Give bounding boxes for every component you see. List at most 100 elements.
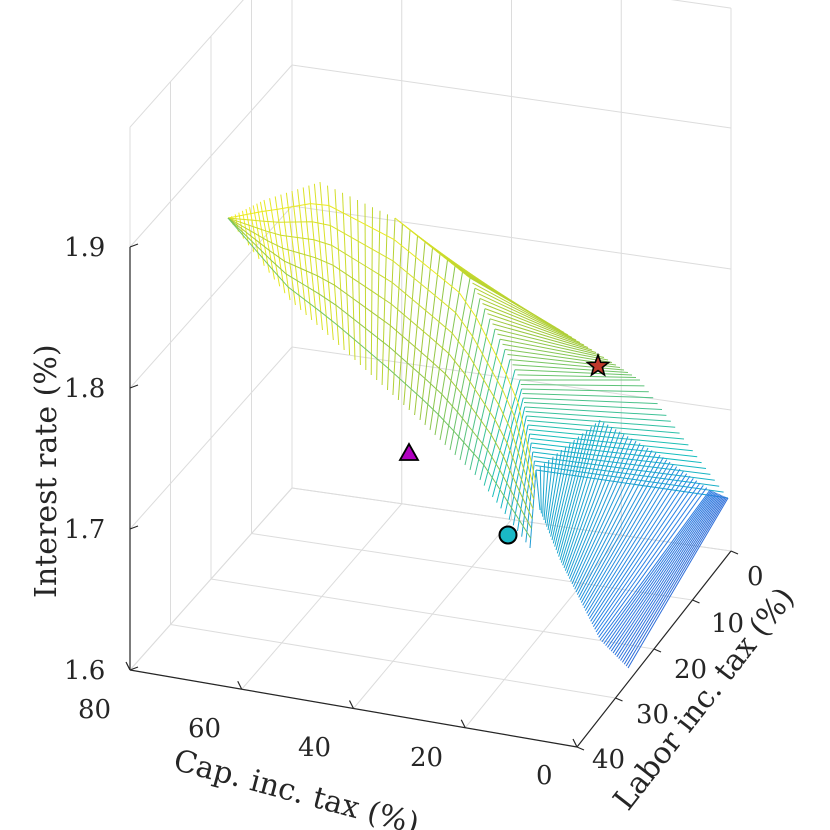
- mesh-line: [497, 333, 605, 358]
- mesh-line: [556, 426, 592, 554]
- x-tick-label: 60: [188, 714, 221, 744]
- mesh-line: [439, 277, 471, 441]
- mesh-line: [601, 490, 712, 643]
- mesh-line: [487, 379, 521, 492]
- mesh-line: [487, 313, 589, 348]
- mesh-line: [319, 181, 334, 341]
- mesh-line: [607, 491, 716, 648]
- mesh-line: [227, 217, 532, 539]
- mesh-line: [605, 491, 715, 646]
- grid-layer: [129, 0, 732, 748]
- mesh-line: [563, 426, 613, 569]
- mesh-line: [594, 480, 698, 630]
- mesh-line: [566, 431, 621, 574]
- mesh-line: [227, 217, 534, 510]
- grid-line: [129, 0, 244, 128]
- mesh-line: [603, 490, 713, 645]
- mesh-line: [608, 492, 717, 650]
- mesh-line: [494, 328, 601, 356]
- mesh-line: [444, 288, 476, 446]
- mesh-line: [590, 473, 688, 622]
- mesh-line: [474, 287, 569, 336]
- x-tick: [125, 661, 131, 671]
- mesh-line: [227, 217, 533, 519]
- y-tick-label: 30: [636, 700, 669, 730]
- mesh-line: [523, 397, 658, 405]
- mesh-line: [625, 497, 728, 667]
- mesh-line: [579, 454, 661, 601]
- y-tick: [730, 550, 739, 555]
- mesh-line: [586, 466, 678, 614]
- mesh-line: [546, 453, 558, 527]
- z-tick-label: 1.8: [64, 374, 105, 404]
- y-tick-labels: 0 10 20 30 40: [592, 562, 764, 775]
- mesh-line: [582, 459, 668, 606]
- mesh-line: [558, 423, 597, 557]
- mesh-line: [627, 497, 729, 669]
- mesh-line: [571, 440, 637, 585]
- mesh-line: [591, 475, 691, 625]
- triangle-marker: [398, 442, 420, 461]
- mesh-line: [567, 433, 625, 577]
- mesh-line: [547, 449, 563, 531]
- mesh-line: [477, 292, 573, 338]
- mesh-line: [559, 419, 601, 561]
- mesh-line: [564, 429, 617, 571]
- mesh-line: [517, 374, 637, 378]
- mesh-line: [620, 495, 724, 661]
- mesh-line: [570, 438, 633, 582]
- mesh-line: [599, 489, 711, 641]
- mesh-line: [520, 384, 645, 387]
- mesh-line: [514, 369, 633, 376]
- mesh-line: [587, 468, 681, 617]
- mesh-line: [499, 338, 609, 361]
- x-tick-labels: 80 60 40 20 0: [78, 695, 553, 791]
- mesh-line: [489, 318, 593, 351]
- grid-line: [210, 578, 655, 650]
- x-tick: [460, 719, 466, 729]
- grid-line: [129, 205, 293, 389]
- mesh-line: [621, 496, 725, 663]
- mesh-line: [580, 457, 664, 603]
- mesh-line: [551, 439, 575, 541]
- mesh-line: [555, 429, 588, 551]
- mesh-line: [227, 217, 532, 529]
- mesh-line: [522, 393, 654, 399]
- x-tick: [572, 738, 578, 748]
- mesh-line: [539, 466, 542, 514]
- z-tick-labels: 1.9 1.8 1.7 1.6: [64, 233, 105, 686]
- mesh-line: [623, 496, 727, 665]
- x-tick-label: 0: [536, 761, 553, 791]
- mesh-line: [554, 433, 584, 547]
- grid-line: [129, 64, 293, 248]
- z-tick: [129, 243, 139, 248]
- mesh-line: [469, 277, 561, 331]
- mesh-line: [595, 482, 701, 633]
- mesh-line: [227, 217, 535, 500]
- mesh-line: [313, 183, 329, 336]
- mesh-line: [479, 297, 577, 341]
- mesh-line: [227, 203, 536, 480]
- y-tick: [653, 648, 662, 653]
- surface-mesh: [227, 181, 729, 669]
- mesh-line: [527, 420, 680, 434]
- z-tick-label: 1.9: [64, 233, 105, 263]
- y-axis-title: Labor inc. tax (%): [607, 581, 802, 817]
- z-axis-title: Interest rate (%): [29, 344, 64, 598]
- z-tick-label: 1.7: [64, 515, 105, 545]
- mesh-line: [588, 471, 684, 619]
- grid-line: [291, 346, 732, 411]
- z-tick-label: 1.6: [64, 656, 105, 686]
- mesh-line: [614, 493, 721, 656]
- y-tick: [615, 697, 623, 702]
- mesh-line: [502, 343, 613, 363]
- x-tick-label: 40: [298, 733, 331, 763]
- mesh-line: [618, 495, 723, 659]
- x-tick-label: 80: [78, 695, 111, 725]
- mesh-line: [548, 446, 567, 534]
- mesh-line: [616, 494, 722, 658]
- y-tick-label: 20: [674, 655, 707, 685]
- mesh-line: [562, 424, 609, 566]
- mesh-line: [526, 415, 676, 428]
